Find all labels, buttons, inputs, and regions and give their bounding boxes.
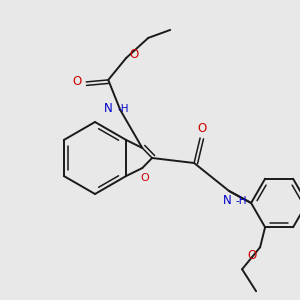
Text: -H: -H	[118, 104, 129, 114]
Text: O: O	[73, 75, 82, 88]
Text: O: O	[141, 173, 150, 183]
Text: O: O	[197, 122, 207, 134]
Text: O: O	[130, 48, 139, 62]
Text: O: O	[248, 249, 257, 262]
Text: N: N	[223, 194, 232, 208]
Text: -H: -H	[235, 196, 247, 206]
Text: N: N	[104, 102, 112, 116]
